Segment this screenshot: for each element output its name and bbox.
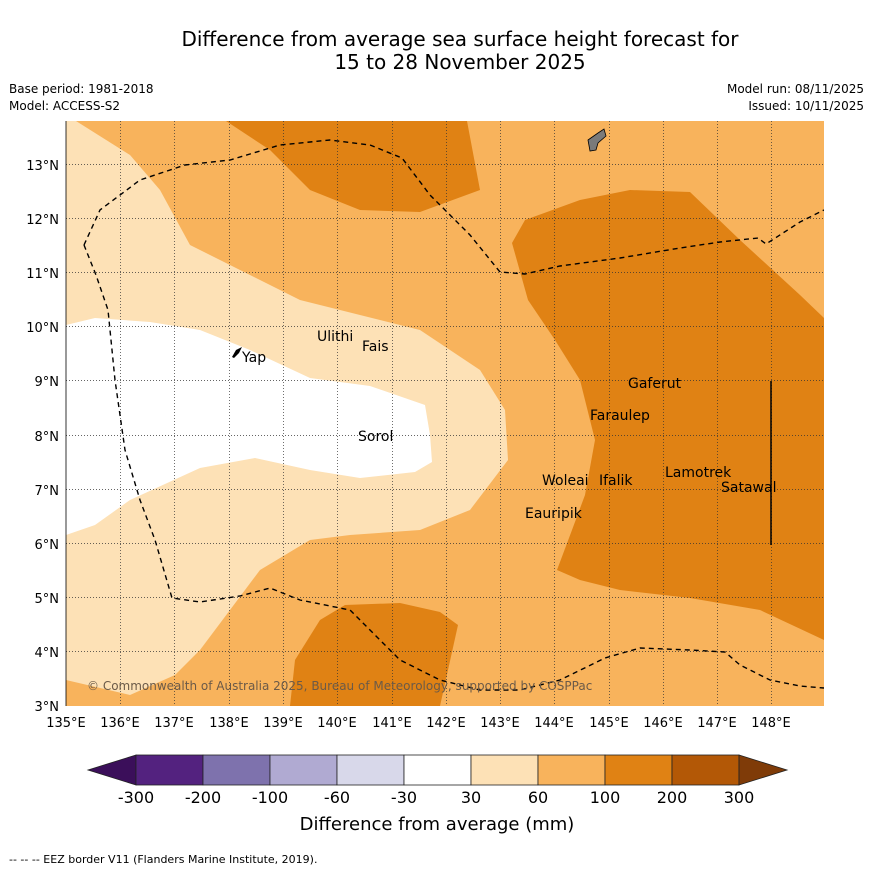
lon-tick: 138°E — [209, 716, 249, 731]
eez-legend-note: -- -- -- EEZ border V11 (Flanders Marine… — [9, 853, 318, 866]
place-yap: Yap — [241, 350, 266, 366]
lat-tick: 7°N — [35, 484, 60, 499]
lon-tick: 142°E — [426, 716, 466, 731]
colorbar-tick: 60 — [528, 788, 548, 807]
place-labels: Yap Ulithi Fais Sorol Gaferut Faraulep W… — [241, 329, 776, 522]
lat-tick: 12°N — [26, 213, 59, 228]
model-name: Model: ACCESS-S2 — [9, 99, 121, 113]
copyright-notice: © Commonwealth of Australia 2025, Bureau… — [87, 679, 592, 693]
colorbar-bin — [604, 754, 673, 786]
lat-tick: 10°N — [26, 321, 59, 336]
lon-tick: 141°E — [372, 716, 412, 731]
base-period: Base period: 1981-2018 — [9, 82, 154, 96]
place-fais: Fais — [362, 339, 389, 355]
anomaly-region-100-200-east — [512, 190, 824, 640]
anomaly-region-neutral — [66, 318, 432, 535]
colorbar-bin — [269, 754, 338, 786]
colorbar-bin — [403, 754, 472, 786]
colorbar-bin — [202, 754, 271, 786]
place-sorol: Sorol — [358, 429, 393, 445]
lon-tick: 136°E — [100, 716, 140, 731]
lat-tick: 13°N — [26, 159, 59, 174]
issued-date: Issued: 10/11/2025 — [748, 99, 864, 113]
colorbar-tick: 300 — [724, 788, 755, 807]
place-woleai: Woleai — [542, 473, 589, 489]
graticule — [66, 121, 824, 706]
colorbar-bin — [671, 754, 740, 786]
colorbar-tick: -30 — [391, 788, 417, 807]
yap-island — [232, 347, 242, 358]
lat-tick: 8°N — [35, 430, 60, 445]
colorbar-tick: 100 — [590, 788, 621, 807]
place-ifalik: Ifalik — [599, 473, 633, 489]
lon-tick: 146°E — [643, 716, 683, 731]
colorbar-bin — [135, 754, 204, 786]
meta-right: Model run: 08/11/2025 Issued: 10/11/2025 — [727, 81, 864, 115]
lon-axis: 135°E 136°E 137°E 138°E 139°E 140°E 141°… — [46, 716, 791, 731]
place-satawal: Satawal — [721, 480, 776, 496]
colorbar-extend-high — [738, 754, 789, 786]
model-run: Model run: 08/11/2025 — [726, 82, 864, 96]
colorbar-tick: -60 — [324, 788, 350, 807]
lat-tick: 3°N — [35, 700, 60, 715]
title-line-2: 15 to 28 November 2025 — [334, 50, 586, 74]
colorbar-tick: -100 — [252, 788, 288, 807]
lat-tick: 5°N — [35, 592, 60, 607]
lat-tick: 9°N — [35, 375, 60, 390]
lon-tick: 137°E — [154, 716, 194, 731]
meta-left: Base period: 1981-2018 Model: ACCESS-S2 — [9, 81, 154, 115]
lon-tick: 147°E — [697, 716, 737, 731]
map-panel: Yap Ulithi Fais Sorol Gaferut Faraulep W… — [66, 121, 824, 706]
place-ulithi: Ulithi — [317, 329, 353, 345]
colorbar-extend-low — [86, 754, 137, 786]
lat-tick: 11°N — [26, 267, 59, 282]
lon-tick: 145°E — [589, 716, 629, 731]
colorbar-ticks: -300 -200 -100 -60 -30 30 60 100 200 300 — [118, 788, 754, 807]
colorbar: -300 -200 -100 -60 -30 30 60 100 200 300… — [86, 754, 789, 835]
colorbar-bin — [470, 754, 539, 786]
lon-tick: 140°E — [317, 716, 357, 731]
colorbar-bin — [336, 754, 405, 786]
colorbar-tick: -200 — [185, 788, 221, 807]
colorbar-label: Difference from average (mm) — [300, 814, 575, 835]
lon-tick: 139°E — [263, 716, 303, 731]
anomaly-region-100-200-south — [290, 603, 458, 706]
lon-tick: 135°E — [46, 716, 86, 731]
place-eauripik: Eauripik — [525, 506, 583, 522]
anomaly-region-100-200-north — [226, 121, 480, 212]
lat-tick: 4°N — [35, 646, 60, 661]
lat-axis: 13°N 12°N 11°N 10°N 9°N 8°N 7°N 6°N 5°N … — [26, 159, 59, 715]
colorbar-tick: 30 — [461, 788, 481, 807]
title-line-1: Difference from average sea surface heig… — [181, 27, 739, 51]
lon-tick: 144°E — [534, 716, 574, 731]
lon-tick: 148°E — [751, 716, 791, 731]
eez-border — [83, 139, 824, 691]
map-title: Difference from average sea surface heig… — [0, 28, 873, 74]
lon-tick: 143°E — [480, 716, 520, 731]
colorbar-tick: -300 — [118, 788, 154, 807]
colorbar-bin — [537, 754, 606, 786]
place-gaferut: Gaferut — [628, 376, 682, 392]
lat-tick: 6°N — [35, 538, 60, 553]
colorbar-tick: 200 — [657, 788, 688, 807]
place-faraulep: Faraulep — [590, 408, 650, 424]
place-lamotrek: Lamotrek — [665, 465, 732, 481]
guam-island — [587, 128, 607, 152]
